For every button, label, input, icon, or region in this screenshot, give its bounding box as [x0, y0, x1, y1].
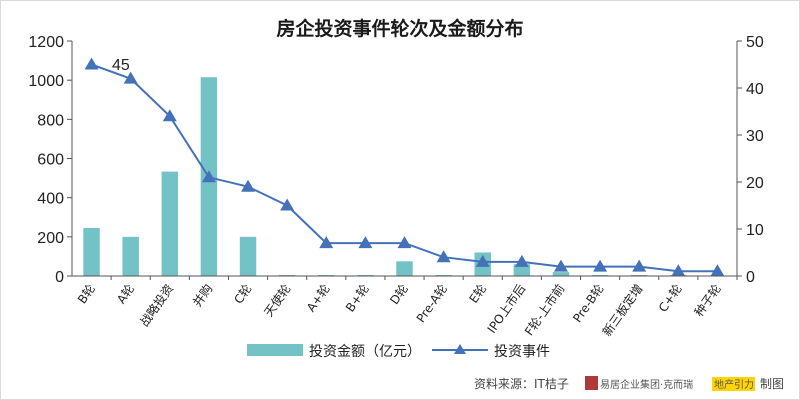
brand-text: 地产引力 [714, 378, 754, 391]
legend-line-label: 投资事件 [494, 344, 550, 360]
line-point [671, 264, 686, 277]
chart-title: 房企投资事件轮次及金额分布 [276, 17, 523, 40]
line-point [280, 198, 295, 211]
bar [396, 261, 413, 276]
line-point [514, 254, 529, 267]
left-tick-label: 400 [37, 191, 64, 208]
legend-triangle-marker [454, 344, 466, 354]
line-point [162, 109, 177, 122]
footer: 资料来源：IT桔子 易居企业集团·克而瑞 地产引力 制图 [474, 376, 784, 391]
bar-series [83, 77, 726, 277]
left-tick-label: 800 [37, 112, 64, 129]
right-axis-ticks: 0 10 20 30 40 50 [737, 34, 764, 286]
right-tick-label: 50 [746, 34, 764, 51]
right-tick-label: 20 [746, 175, 764, 192]
line-point [436, 250, 451, 263]
line-point [358, 236, 373, 249]
left-tick-label: 0 [55, 269, 64, 286]
bar [552, 272, 570, 276]
bar [122, 236, 139, 276]
line-point [397, 236, 412, 249]
right-tick-label: 0 [746, 269, 755, 286]
source-text: 资料来源：IT桔子 [474, 377, 569, 391]
right-tick-label: 30 [746, 128, 764, 145]
left-tick-label: 600 [37, 152, 64, 169]
bar [161, 171, 179, 276]
peak-annotation: 45 [112, 57, 130, 74]
bar [83, 228, 100, 276]
line-point [241, 179, 256, 192]
left-axis-ticks: 0 200 400 600 800 1000 1200 [28, 34, 72, 286]
line-point [593, 259, 608, 272]
logo-mark [585, 376, 598, 390]
line-series [84, 57, 725, 277]
bar [513, 264, 531, 276]
left-tick-label: 1200 [28, 34, 64, 51]
line-point [475, 254, 490, 267]
line-point [632, 259, 647, 272]
legend: 投资金额（亿元） 投资事件 [247, 344, 550, 360]
legend-bar-label: 投资金额（亿元） [309, 344, 421, 360]
brand-badge [712, 377, 755, 391]
left-tick-label: 200 [37, 230, 64, 247]
line-point [84, 57, 99, 70]
right-tick-label: 10 [746, 222, 764, 239]
legend-bar-swatch [247, 344, 303, 356]
left-tick-label: 1000 [28, 73, 64, 90]
suffix-text: 制图 [760, 377, 784, 391]
line-point [201, 170, 216, 183]
bar [239, 236, 257, 276]
line-point [553, 259, 568, 272]
axes [71, 41, 738, 277]
right-tick-label: 40 [746, 81, 764, 98]
logo-group-text: 易居企业集团·克而瑞 [600, 378, 693, 391]
line-point [319, 236, 334, 249]
line-point [710, 264, 725, 277]
line-point [123, 71, 138, 84]
